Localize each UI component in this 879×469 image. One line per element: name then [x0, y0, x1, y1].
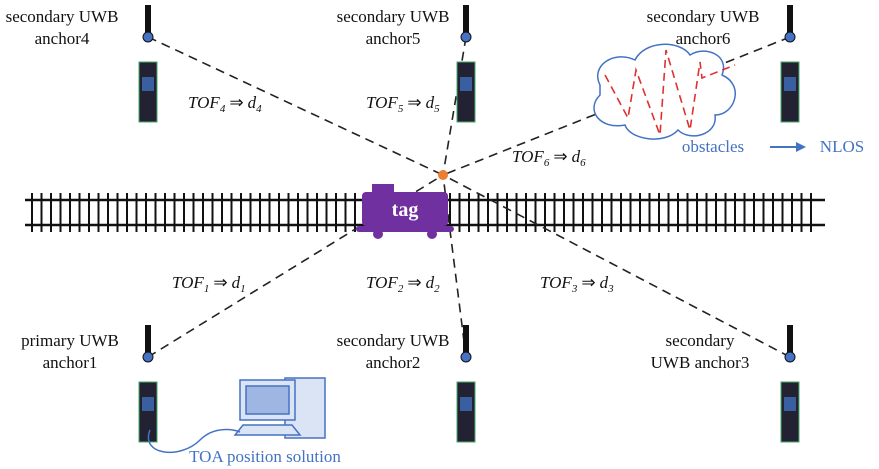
computer-icon — [235, 378, 325, 438]
anchor-label: secondary UWB — [647, 7, 760, 26]
anchor-node — [785, 32, 795, 42]
anchor-chip — [142, 397, 154, 411]
antenna — [787, 5, 793, 35]
tof-part: TOF — [366, 93, 398, 112]
tof-part: 5 — [398, 103, 404, 115]
obstacles-label: obstacles — [682, 137, 744, 156]
tof-part: 2 — [398, 283, 404, 295]
tof-part: 3 — [607, 283, 614, 295]
anchor-node — [785, 352, 795, 362]
anchor-label: anchor5 — [366, 29, 421, 48]
anchor-label: secondary UWB — [337, 331, 450, 350]
anchor-label: secondary UWB — [6, 7, 119, 26]
anchor-chip — [784, 397, 796, 411]
anchor-chip — [460, 77, 472, 91]
antenna — [463, 5, 469, 35]
antenna — [463, 325, 469, 355]
arrow-head — [796, 142, 806, 152]
obstacle-cloud — [594, 44, 735, 139]
anchor-board — [139, 62, 157, 122]
anchor-label: primary UWB — [21, 331, 119, 350]
anchor-node — [143, 352, 153, 362]
tof-part: ⇒ — [407, 273, 421, 292]
anchor-chip — [142, 77, 154, 91]
tof-part: 1 — [204, 283, 210, 295]
toa-label: TOA position solution — [189, 447, 341, 466]
anchor-label: anchor4 — [35, 29, 90, 48]
nlos-label: NLOS — [820, 137, 864, 156]
tof-part: 4 — [220, 103, 226, 115]
anchor-board — [781, 62, 799, 122]
anchor-board — [457, 62, 475, 122]
antenna — [145, 325, 151, 355]
tof-part: ⇒ — [213, 273, 227, 292]
tag-label: tag — [392, 199, 419, 221]
anchor-label: anchor1 — [43, 353, 98, 372]
tof-part: TOF — [366, 273, 398, 292]
ranging-line — [443, 175, 790, 357]
tof-label: TOF2⇒d2 — [366, 273, 440, 295]
anchor-chip — [784, 77, 796, 91]
tof-part: 4 — [256, 103, 262, 115]
tof-part: 3 — [571, 283, 578, 295]
position-point — [438, 170, 448, 180]
tof-part: 5 — [434, 103, 440, 115]
tof-label: TOF4⇒d4 — [188, 93, 262, 115]
anchor-chip — [460, 397, 472, 411]
anchor-node — [461, 32, 471, 42]
tof-label: TOF3⇒d3 — [540, 273, 614, 295]
tof-part: 1 — [240, 283, 246, 295]
anchor-node — [461, 352, 471, 362]
tof-part: ⇒ — [553, 147, 567, 166]
tof-part: ⇒ — [229, 93, 243, 112]
tof-part: TOF — [512, 147, 544, 166]
antenna — [145, 5, 151, 35]
tof-part: TOF — [172, 273, 204, 292]
anchor-board — [139, 382, 157, 442]
tof-part: ⇒ — [581, 273, 595, 292]
anchor-label: secondary UWB — [337, 7, 450, 26]
tof-label: TOF6⇒d6 — [512, 147, 586, 169]
tag-vehicle: tag — [356, 184, 454, 239]
tof-label: TOF5⇒d5 — [366, 93, 440, 115]
tof-label: TOF1⇒d1 — [172, 273, 246, 295]
tof-part: 6 — [580, 157, 586, 169]
tof-part: TOF — [540, 273, 572, 292]
anchor-node — [143, 32, 153, 42]
tof-part: TOF — [188, 93, 220, 112]
tof-part: ⇒ — [407, 93, 421, 112]
anchor-label: anchor2 — [366, 353, 421, 372]
anchor-label: secondary — [666, 331, 735, 350]
anchor-board — [457, 382, 475, 442]
anchor-label: anchor6 — [676, 29, 731, 48]
tof-part: 6 — [544, 157, 550, 169]
anchor-label: UWB anchor3 — [651, 353, 750, 372]
tof-part: 2 — [434, 283, 440, 295]
anchor-board — [781, 382, 799, 442]
antenna — [787, 325, 793, 355]
diagram: tag TOA position solution obstacles NLOS… — [0, 0, 879, 469]
